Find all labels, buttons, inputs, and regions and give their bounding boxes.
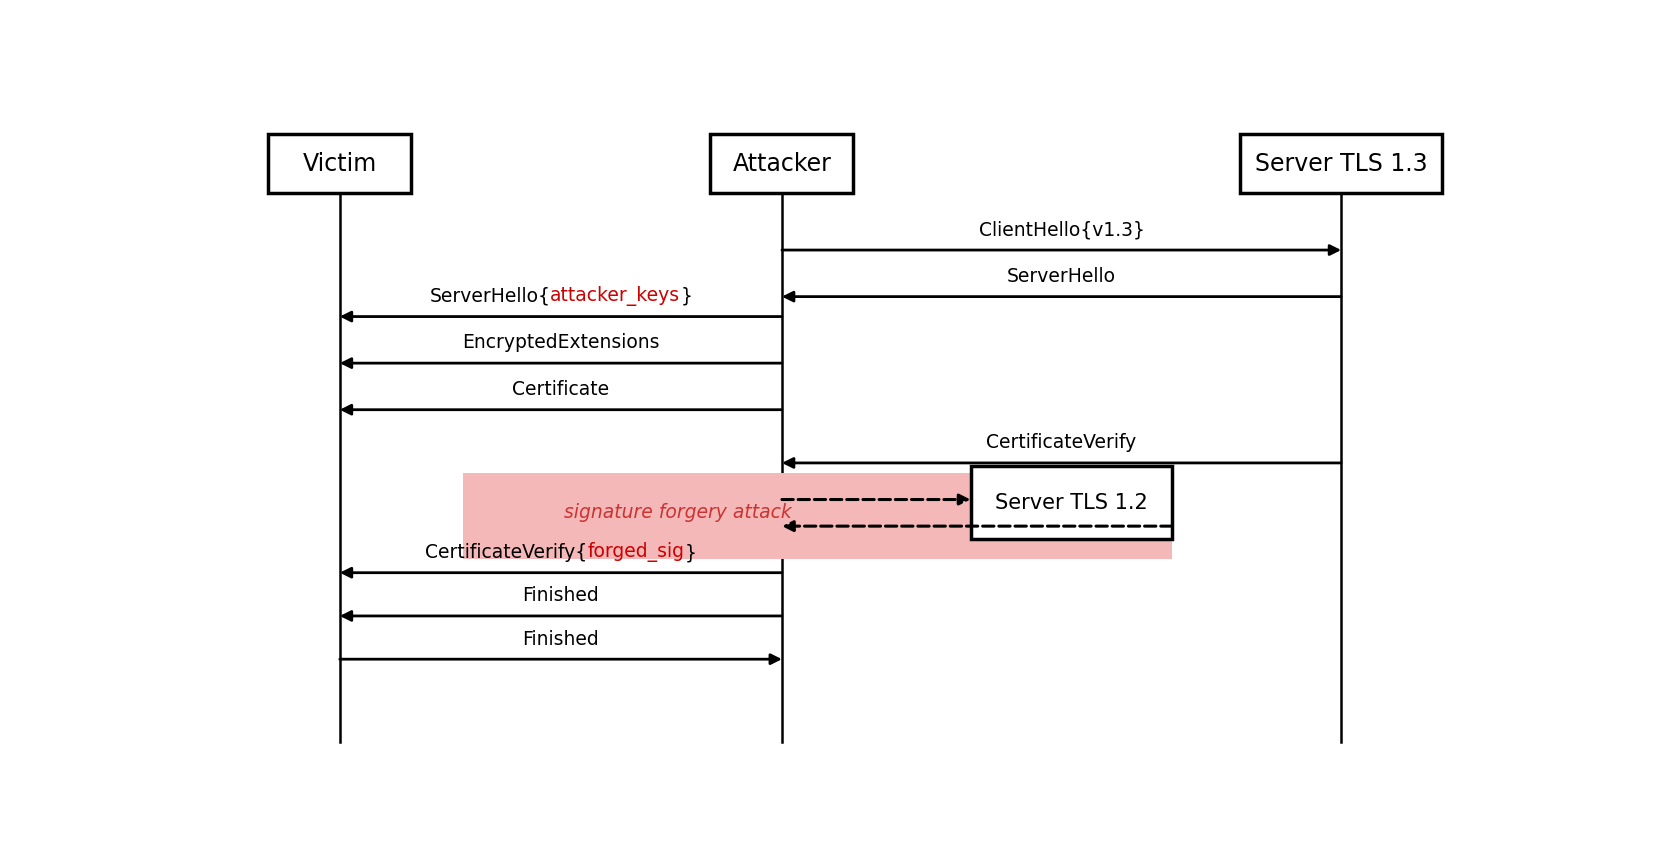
Text: Server TLS 1.3: Server TLS 1.3 (1255, 151, 1428, 175)
Text: attacker_keys: attacker_keys (550, 286, 681, 306)
Text: EncryptedExtensions: EncryptedExtensions (461, 334, 659, 353)
Bar (970, 467, 1171, 539)
Text: Server TLS 1.2: Server TLS 1.2 (995, 492, 1148, 513)
Text: signature forgery attack: signature forgery attack (564, 504, 792, 523)
Text: CertificateVerify: CertificateVerify (987, 433, 1136, 452)
Text: ServerHello{: ServerHello{ (430, 287, 550, 306)
Bar (268, 134, 411, 194)
Text: forged_sig: forged_sig (587, 542, 685, 562)
Text: Victim: Victim (302, 151, 378, 175)
Text: }: } (681, 287, 693, 306)
Text: ClientHello{v1.3}: ClientHello{v1.3} (978, 220, 1144, 239)
Text: Attacker: Attacker (733, 151, 831, 175)
Text: Certificate: Certificate (512, 380, 609, 399)
Text: Finished: Finished (522, 587, 599, 606)
Text: ServerHello: ServerHello (1007, 267, 1116, 286)
Text: CertificateVerify{: CertificateVerify{ (425, 543, 587, 562)
Bar (1240, 134, 1441, 194)
Text: }: } (685, 543, 696, 562)
Text: Finished: Finished (522, 630, 599, 649)
Bar (710, 134, 854, 194)
Bar (463, 473, 1171, 559)
